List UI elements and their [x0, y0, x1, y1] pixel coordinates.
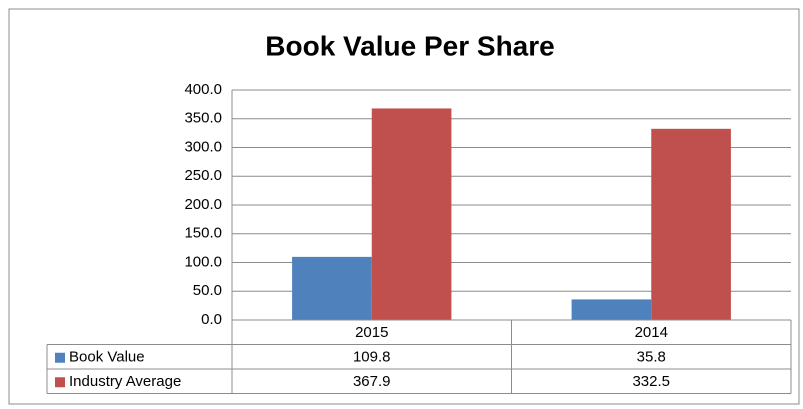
table-value: 367.9 [353, 373, 391, 390]
y-tick-label: 150.0 [184, 225, 222, 242]
table-value: 332.5 [632, 373, 670, 390]
table-value: 35.8 [637, 349, 666, 366]
y-tick-label: 300.0 [184, 138, 222, 155]
y-tick-label: 400.0 [184, 81, 222, 98]
y-tick-label: 0.0 [201, 311, 222, 328]
bar [571, 299, 652, 320]
bar [292, 256, 372, 320]
table-value: 109.8 [353, 349, 391, 366]
x-tick-label: 2015 [355, 324, 388, 341]
y-tick-label: 50.0 [193, 282, 222, 299]
y-tick-label: 100.0 [184, 253, 222, 270]
y-tick-label: 350.0 [184, 110, 222, 127]
legend-key [55, 377, 65, 388]
legend-label: Book Value [69, 349, 145, 366]
legend-key [55, 352, 65, 363]
bar [651, 128, 731, 320]
chart-title: Book Value Per Share [265, 30, 554, 61]
legend-label: Industry Average [69, 373, 181, 390]
y-tick-label: 250.0 [184, 167, 222, 184]
bar [371, 108, 452, 321]
x-tick-label: 2014 [635, 324, 668, 341]
y-tick-label: 200.0 [184, 196, 222, 213]
